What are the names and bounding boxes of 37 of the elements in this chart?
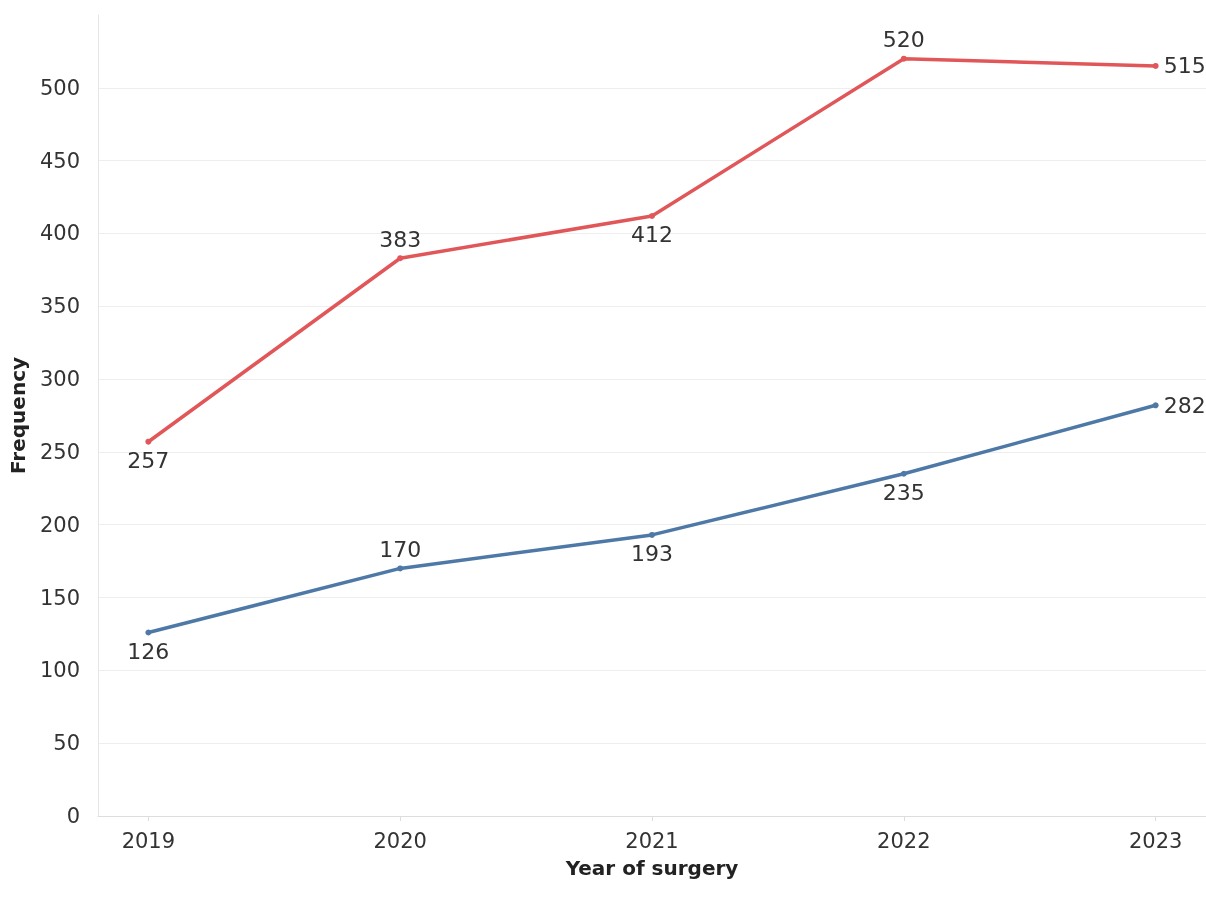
y-tick-label: 300 (39, 367, 80, 392)
x-tick-label: 2022 (877, 828, 931, 853)
point (1152, 402, 1159, 409)
data-label: 170 (379, 536, 422, 562)
data-label: 282 (1163, 392, 1206, 418)
x-tick-label: 2019 (121, 828, 176, 853)
point (145, 438, 152, 445)
point (900, 470, 907, 477)
y-tick-label: 150 (39, 585, 80, 610)
point (1152, 62, 1159, 69)
y-tick-label: 450 (39, 148, 80, 173)
data-label: 520 (882, 27, 925, 53)
y-tick-label: 200 (39, 512, 80, 537)
data-label: 515 (1163, 53, 1206, 79)
point (397, 255, 404, 262)
y-axis-title: Frequency (6, 356, 30, 475)
data-label: 412 (631, 222, 673, 248)
x-tick-label: 2021 (625, 828, 679, 853)
point (900, 55, 907, 62)
y-tick-label: 500 (39, 75, 80, 100)
y-tick-label: 250 (39, 439, 80, 464)
y-tick-label: 50 (53, 731, 80, 756)
data-label: 193 (631, 541, 673, 567)
data-label: 126 (127, 639, 170, 664)
x-tick-label: 2023 (1128, 828, 1183, 853)
data-label: 235 (882, 480, 925, 506)
point (649, 212, 655, 219)
y-tick-label: 400 (39, 221, 80, 246)
x-axis-title: Year of surgery (564, 856, 739, 880)
point (397, 565, 404, 572)
x-tick-label: 2020 (373, 828, 427, 853)
data-label: 257 (127, 448, 170, 474)
point (649, 531, 655, 538)
y-tick-label: 100 (39, 658, 80, 683)
y-tick-label: 0 (66, 804, 80, 828)
data-label: 383 (379, 226, 422, 252)
y-tick-label: 350 (39, 294, 80, 319)
